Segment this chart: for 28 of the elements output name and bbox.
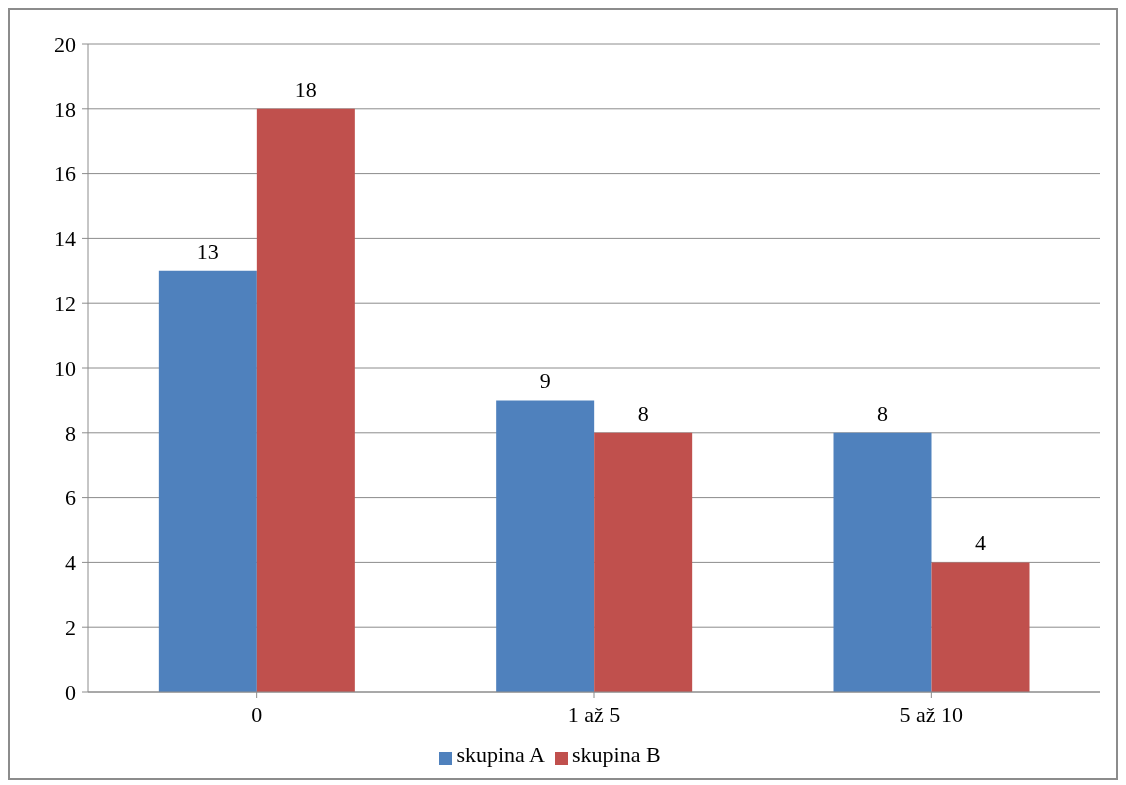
y-tick-label: 0 xyxy=(65,679,76,705)
y-tick-label: 12 xyxy=(54,291,76,317)
y-tick-label: 8 xyxy=(65,420,76,446)
y-tick-label: 20 xyxy=(54,31,76,57)
bar xyxy=(496,400,595,692)
y-tick-label: 2 xyxy=(65,615,76,641)
bar xyxy=(594,432,693,692)
data-label: 8 xyxy=(637,400,649,426)
legend-label: skupina A xyxy=(456,742,545,767)
bar xyxy=(256,108,355,692)
bar xyxy=(833,432,932,692)
y-tick-label: 14 xyxy=(54,226,76,252)
legend-label: skupina B xyxy=(572,742,661,767)
y-tick-label: 4 xyxy=(65,550,76,576)
y-tick-label: 6 xyxy=(65,485,76,511)
bar xyxy=(158,270,257,692)
x-tick-label: 1 až 5 xyxy=(567,701,621,727)
x-tick-label: 0 xyxy=(251,701,263,727)
x-tick-label: 5 až 10 xyxy=(899,701,964,727)
data-label: 18 xyxy=(294,76,317,102)
data-label: 4 xyxy=(975,530,987,556)
y-tick-label: 16 xyxy=(54,161,76,187)
y-tick-label: 10 xyxy=(54,355,76,381)
data-label: 8 xyxy=(877,400,889,426)
data-label: 9 xyxy=(539,368,551,394)
data-label: 13 xyxy=(196,238,219,264)
y-tick-label: 18 xyxy=(54,96,76,122)
bar xyxy=(931,562,1030,692)
